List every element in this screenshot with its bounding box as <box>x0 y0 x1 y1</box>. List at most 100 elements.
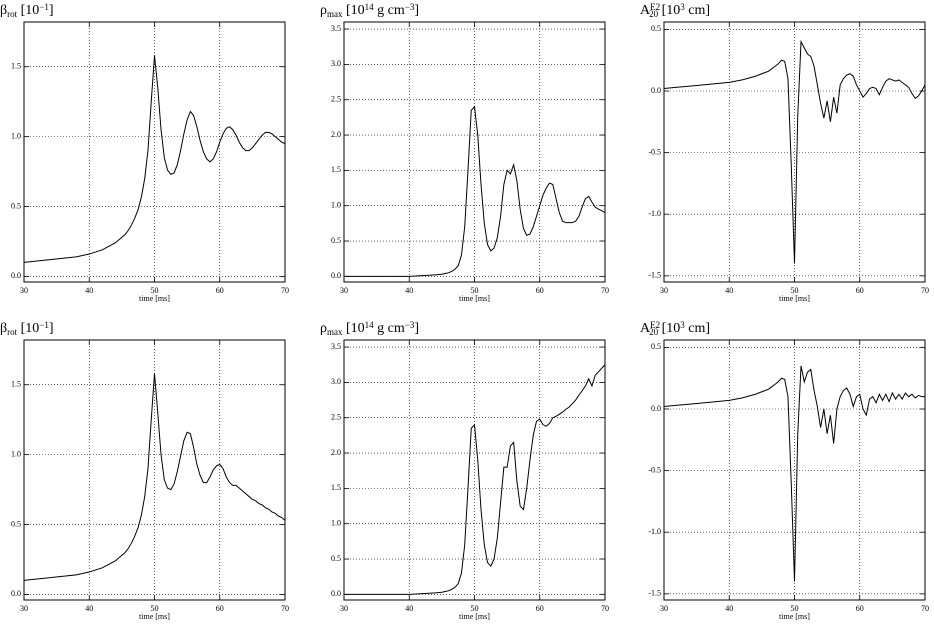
y-tick-label: -1.5 <box>648 589 661 598</box>
x-tick-label: 60 <box>856 286 864 295</box>
title-part: 20 <box>649 9 659 19</box>
title-part: max <box>327 9 343 19</box>
title-part: 3 <box>680 2 685 12</box>
x-tick-label: 40 <box>725 286 733 295</box>
x-tick-label: 40 <box>85 286 93 295</box>
data-line <box>344 105 606 277</box>
title-part: cm] <box>685 3 710 18</box>
y-tick-label: 3.5 <box>331 24 341 33</box>
title-part: ρ <box>320 3 327 18</box>
title-part: ] <box>49 3 54 18</box>
x-axis-label: time [ms] <box>139 612 170 621</box>
y-tick-label: 3.0 <box>331 377 341 386</box>
y-tick-label: 0.0 <box>11 271 21 280</box>
title-part: ] <box>49 321 54 336</box>
title-part: g cm <box>374 321 405 336</box>
panel-title: βrot [10−1] <box>0 2 54 19</box>
title-part: ] <box>414 3 419 18</box>
y-tick-label: 0.5 <box>11 201 21 210</box>
title-part: β <box>0 3 7 18</box>
panel-title: AE2 20 [103 cm] <box>640 320 710 337</box>
x-tick-label: 50 <box>791 604 799 613</box>
title-part: [10 <box>17 3 39 18</box>
y-tick-label: 0.0 <box>331 271 341 280</box>
title-part: β <box>0 321 7 336</box>
x-tick-label: 50 <box>151 286 159 295</box>
x-tick-label: 30 <box>340 604 348 613</box>
y-tick-label: 3.5 <box>331 342 341 351</box>
x-axis-label: time [ms] <box>459 612 490 621</box>
y-tick-label: 1.5 <box>331 483 341 492</box>
x-tick-label: 40 <box>405 286 413 295</box>
y-tick-label: -1.5 <box>648 271 661 280</box>
y-tick-label: 1.5 <box>331 165 341 174</box>
y-tick-label: -0.5 <box>648 147 661 156</box>
y-tick-label: 1.5 <box>11 380 21 389</box>
data-line <box>663 39 926 264</box>
y-tick-label: 0.5 <box>651 24 661 33</box>
y-tick-label: 2.0 <box>331 130 341 139</box>
x-tick-label: 60 <box>536 286 544 295</box>
title-part: [10 <box>658 3 680 18</box>
x-tick-label: 40 <box>725 604 733 613</box>
x-tick-label: 70 <box>601 604 609 613</box>
plot-frame <box>343 339 606 601</box>
title-part: −3 <box>405 320 415 330</box>
y-tick-label: -1.0 <box>648 527 661 536</box>
y-tick-label: 0.5 <box>651 342 661 351</box>
x-tick-label: 70 <box>601 286 609 295</box>
x-tick-label: 50 <box>791 286 799 295</box>
title-part: ρ <box>320 321 327 336</box>
title-part: max <box>327 327 343 337</box>
title-part: E2 <box>650 2 660 12</box>
title-part: −3 <box>405 2 415 12</box>
title-part: −1 <box>39 2 49 12</box>
y-tick-label: -1.0 <box>648 209 661 218</box>
plot-frame <box>343 21 606 283</box>
y-tick-label: 0.0 <box>651 404 661 413</box>
plot-frame <box>23 21 286 283</box>
plot-frame <box>663 21 926 283</box>
y-tick-label: 0.5 <box>331 236 341 245</box>
x-tick-label: 30 <box>660 286 668 295</box>
y-tick-label: 1.5 <box>11 62 21 71</box>
y-tick-label: 0.0 <box>651 86 661 95</box>
y-tick-label: 1.0 <box>331 519 341 528</box>
title-part: 14 <box>365 320 375 330</box>
x-tick-label: 60 <box>216 604 224 613</box>
y-tick-label: 0.5 <box>331 554 341 563</box>
title-part: rot <box>7 327 17 337</box>
title-part: [10 <box>17 321 39 336</box>
title-part: 20 <box>649 327 659 337</box>
title-part: cm] <box>685 321 710 336</box>
x-tick-label: 30 <box>20 286 28 295</box>
title-part: A <box>640 3 651 18</box>
plot-frame <box>23 339 286 601</box>
data-line <box>344 364 606 595</box>
x-axis-label: time [ms] <box>459 294 490 303</box>
y-tick-label: 0.0 <box>11 589 21 598</box>
title-part: −1 <box>39 320 49 330</box>
title-part: [10 <box>343 321 365 336</box>
x-axis-label: time [ms] <box>139 294 170 303</box>
x-tick-label: 70 <box>281 286 289 295</box>
y-tick-label: 2.5 <box>331 95 341 104</box>
plot-frame <box>663 339 926 601</box>
title-part: rot <box>7 9 17 19</box>
x-tick-label: 70 <box>281 604 289 613</box>
y-tick-label: 1.0 <box>11 131 21 140</box>
y-tick-label: 0.5 <box>11 519 21 528</box>
x-tick-label: 30 <box>660 604 668 613</box>
x-tick-label: 50 <box>151 604 159 613</box>
title-part: [10 <box>343 3 365 18</box>
panel-title: βrot [10−1] <box>0 320 54 337</box>
y-tick-label: 1.0 <box>11 449 21 458</box>
title-part: [10 <box>658 321 680 336</box>
panel-title: AE2 20 [103 cm] <box>640 2 710 19</box>
title-part: 14 <box>365 2 375 12</box>
x-tick-label: 70 <box>921 604 929 613</box>
y-tick-label: 1.0 <box>331 201 341 210</box>
title-part: g cm <box>374 3 405 18</box>
y-tick-label: 2.0 <box>331 448 341 457</box>
